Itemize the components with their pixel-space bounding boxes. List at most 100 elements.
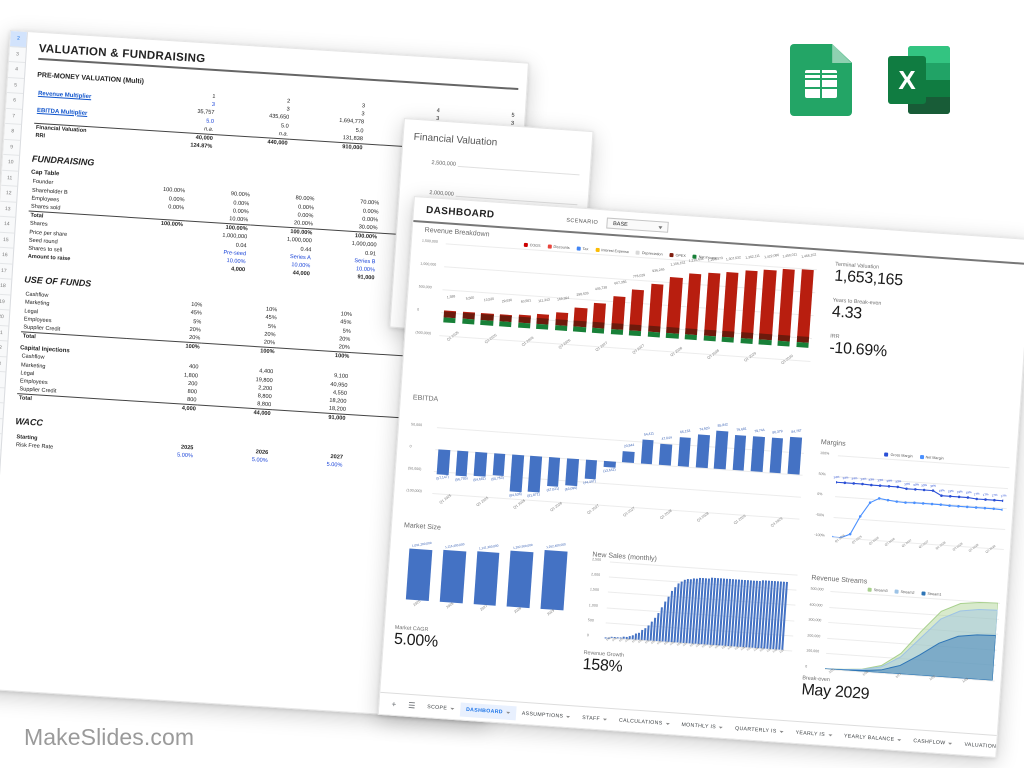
bar — [546, 456, 561, 487]
data-label: 29,630 — [501, 297, 513, 304]
bar — [769, 437, 784, 474]
row-header-8[interactable]: 8 — [4, 123, 22, 141]
bar-segment-net-income — [777, 340, 790, 347]
row-header-13[interactable]: 13 — [0, 201, 17, 218]
row-header-20[interactable]: 20 — [0, 309, 10, 326]
data-label: 1,141,300,000 — [478, 543, 499, 551]
x-axis-tick: 2027 — [479, 603, 489, 612]
row-header-12[interactable]: 12 — [0, 185, 18, 203]
data-label: 1,116,400,000 — [445, 541, 466, 550]
row-header-21[interactable]: 21 — [0, 324, 9, 342]
data-label: 1,388 — [446, 294, 456, 300]
data-label: 34% — [859, 476, 867, 482]
google-sheets-icon — [790, 44, 852, 116]
sheet-tab-cashflow[interactable]: CASHFLOW — [907, 733, 959, 751]
revenue-breakdown-panel: Revenue Breakdown COGS Discounts Tax Intere… — [414, 227, 820, 384]
data-label: 79,744 — [754, 427, 765, 434]
y-axis-tick: 2,500 — [591, 557, 602, 562]
sheet-tab-valuation[interactable]: VALUATION — [958, 737, 1010, 755]
all-sheets-icon[interactable]: ☰ — [407, 700, 416, 711]
data-label: 111,343 — [538, 297, 551, 304]
chevron-down-icon[interactable] — [827, 733, 833, 736]
chevron-down-icon[interactable] — [505, 711, 510, 714]
chevron-down-icon[interactable] — [897, 738, 902, 741]
row-header-4[interactable]: 4 — [8, 61, 25, 79]
bar — [565, 458, 579, 487]
row-header-15[interactable]: 15 — [0, 232, 15, 249]
x-axis-tick: 1/27 — [682, 641, 689, 648]
sheet-tab-label: YEARLY IS — [795, 729, 826, 738]
bar-segment-net-income — [647, 331, 661, 338]
legend-item: OPEX — [669, 252, 686, 258]
sheet-tab-calculations[interactable]: CALCULATIONS — [613, 713, 676, 731]
chevron-down-icon[interactable] — [665, 722, 670, 725]
chevron-down-icon[interactable] — [602, 717, 608, 721]
chevron-down-icon[interactable] — [999, 745, 1004, 748]
bar — [677, 436, 691, 467]
y-axis-tick: 100,000 — [806, 648, 820, 654]
legend-label: Net Margin — [925, 455, 944, 461]
sheet-tab-label: CALCULATIONS — [618, 717, 663, 727]
data-label: 1,106,152 — [669, 260, 686, 267]
kpi-column: Terminal Valuation 1,653,165 Years to Br… — [829, 262, 1021, 371]
x-axis-tick: Q3 2028 — [696, 511, 710, 523]
sheet-tab-yearly-is[interactable]: YEARLY IS — [789, 725, 838, 742]
chevron-down-icon[interactable] — [450, 707, 455, 710]
data-label: 30% — [930, 483, 937, 489]
sheet-tab-scope[interactable]: SCOPE — [421, 699, 461, 716]
add-sheet-icon[interactable]: + — [391, 699, 397, 709]
sheet-tab-dashboard[interactable]: DASHBOARD — [459, 701, 517, 720]
gridline — [433, 470, 801, 498]
data-label: 17% — [1000, 493, 1007, 499]
y-axis-tick: 500,000 — [418, 284, 432, 290]
bar — [750, 436, 765, 472]
row-header-5[interactable]: 5 — [7, 77, 24, 94]
row-header-9[interactable]: 9 — [3, 139, 21, 156]
row-header-11[interactable]: 11 — [1, 170, 19, 187]
sheet-tab-quarterly-is[interactable]: QUARTERLY IS — [729, 721, 791, 739]
bar — [506, 550, 534, 609]
chevron-down-icon[interactable] — [719, 726, 724, 729]
y-axis-tick: (500,000) — [415, 330, 431, 336]
sheet-tab-staff[interactable]: STAFF — [576, 710, 614, 727]
row-header-2[interactable]: 2 — [9, 31, 27, 48]
row-header-14[interactable]: 14 — [0, 216, 16, 234]
data-label: 445,738 — [594, 285, 608, 292]
row-header-22[interactable]: 22 — [0, 340, 8, 357]
bar-segment-cogs — [740, 270, 758, 334]
bar-segment-cogs — [648, 283, 664, 328]
sheet-tab-yearly-balance[interactable]: YEARLY BALANCE — [837, 728, 907, 747]
x-axis-tick: Q3 2027 — [622, 506, 637, 518]
bar — [499, 314, 513, 328]
row-header-18[interactable]: 18 — [0, 278, 12, 296]
row-header-6[interactable]: 6 — [6, 92, 24, 110]
gridline — [436, 427, 805, 454]
x-axis-tick: 1/25 — [669, 640, 676, 647]
data-label: (44,447) — [583, 479, 597, 486]
sheet-tab-monthly-is[interactable]: MONTHLY IS — [675, 717, 730, 735]
sheet-tab-assumptions[interactable]: ASSUMPTIONS — [515, 706, 576, 724]
row-header-17[interactable]: 17 — [0, 263, 13, 280]
chevron-down-icon[interactable] — [779, 730, 784, 733]
row-header-23[interactable]: 23 — [0, 355, 7, 373]
bar — [695, 434, 710, 468]
bar-segment-net-income — [628, 330, 642, 337]
row-header-19[interactable]: 19 — [0, 294, 11, 311]
row-header-7[interactable]: 7 — [5, 108, 23, 125]
y-axis-tick: 1,000,000 — [420, 261, 437, 267]
chevron-down-icon[interactable] — [566, 715, 571, 718]
chevron-down-icon[interactable] — [948, 742, 953, 745]
legend-swatch — [884, 452, 889, 457]
row-header-16[interactable]: 16 — [0, 247, 14, 265]
scenario-dropdown[interactable]: BASE — [605, 217, 669, 233]
bar-segment-net-income — [499, 321, 512, 328]
data-label: (63,096) — [564, 486, 578, 493]
bar — [622, 451, 635, 463]
sheet-tab-label: STAFF — [582, 714, 601, 722]
legend-item: Gross Margin — [884, 452, 913, 458]
legend-item: Discounts — [547, 244, 570, 250]
row-header-10[interactable]: 10 — [2, 154, 20, 172]
x-axis-tick: Q1 2026 — [512, 498, 527, 510]
row-header-3[interactable]: 3 — [8, 46, 26, 64]
